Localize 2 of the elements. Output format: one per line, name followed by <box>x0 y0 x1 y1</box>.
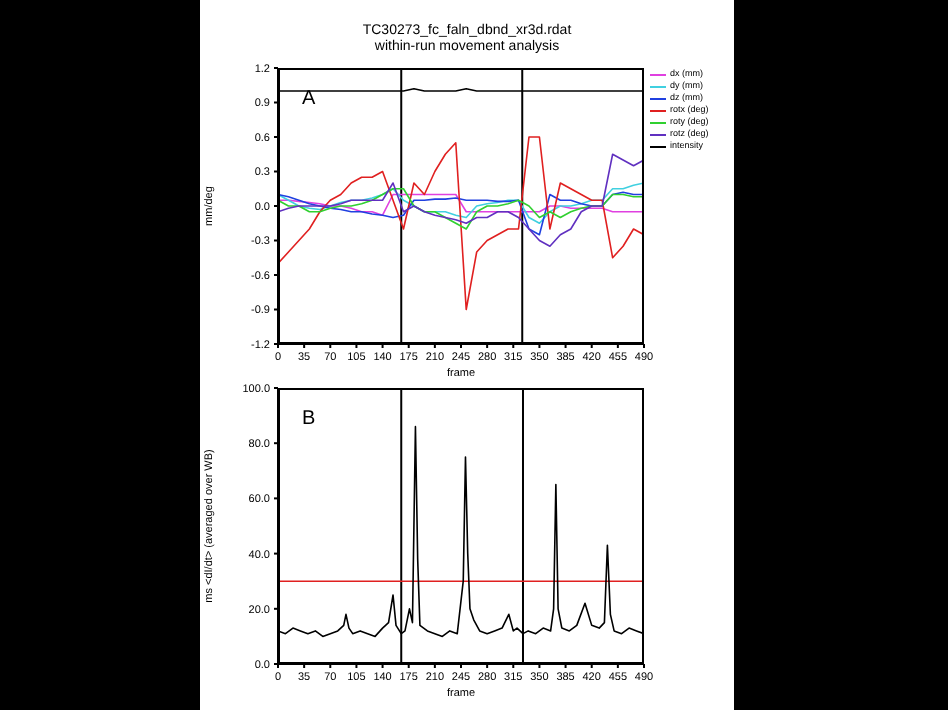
annotation: B <box>302 408 316 430</box>
annotation: A <box>302 88 316 110</box>
